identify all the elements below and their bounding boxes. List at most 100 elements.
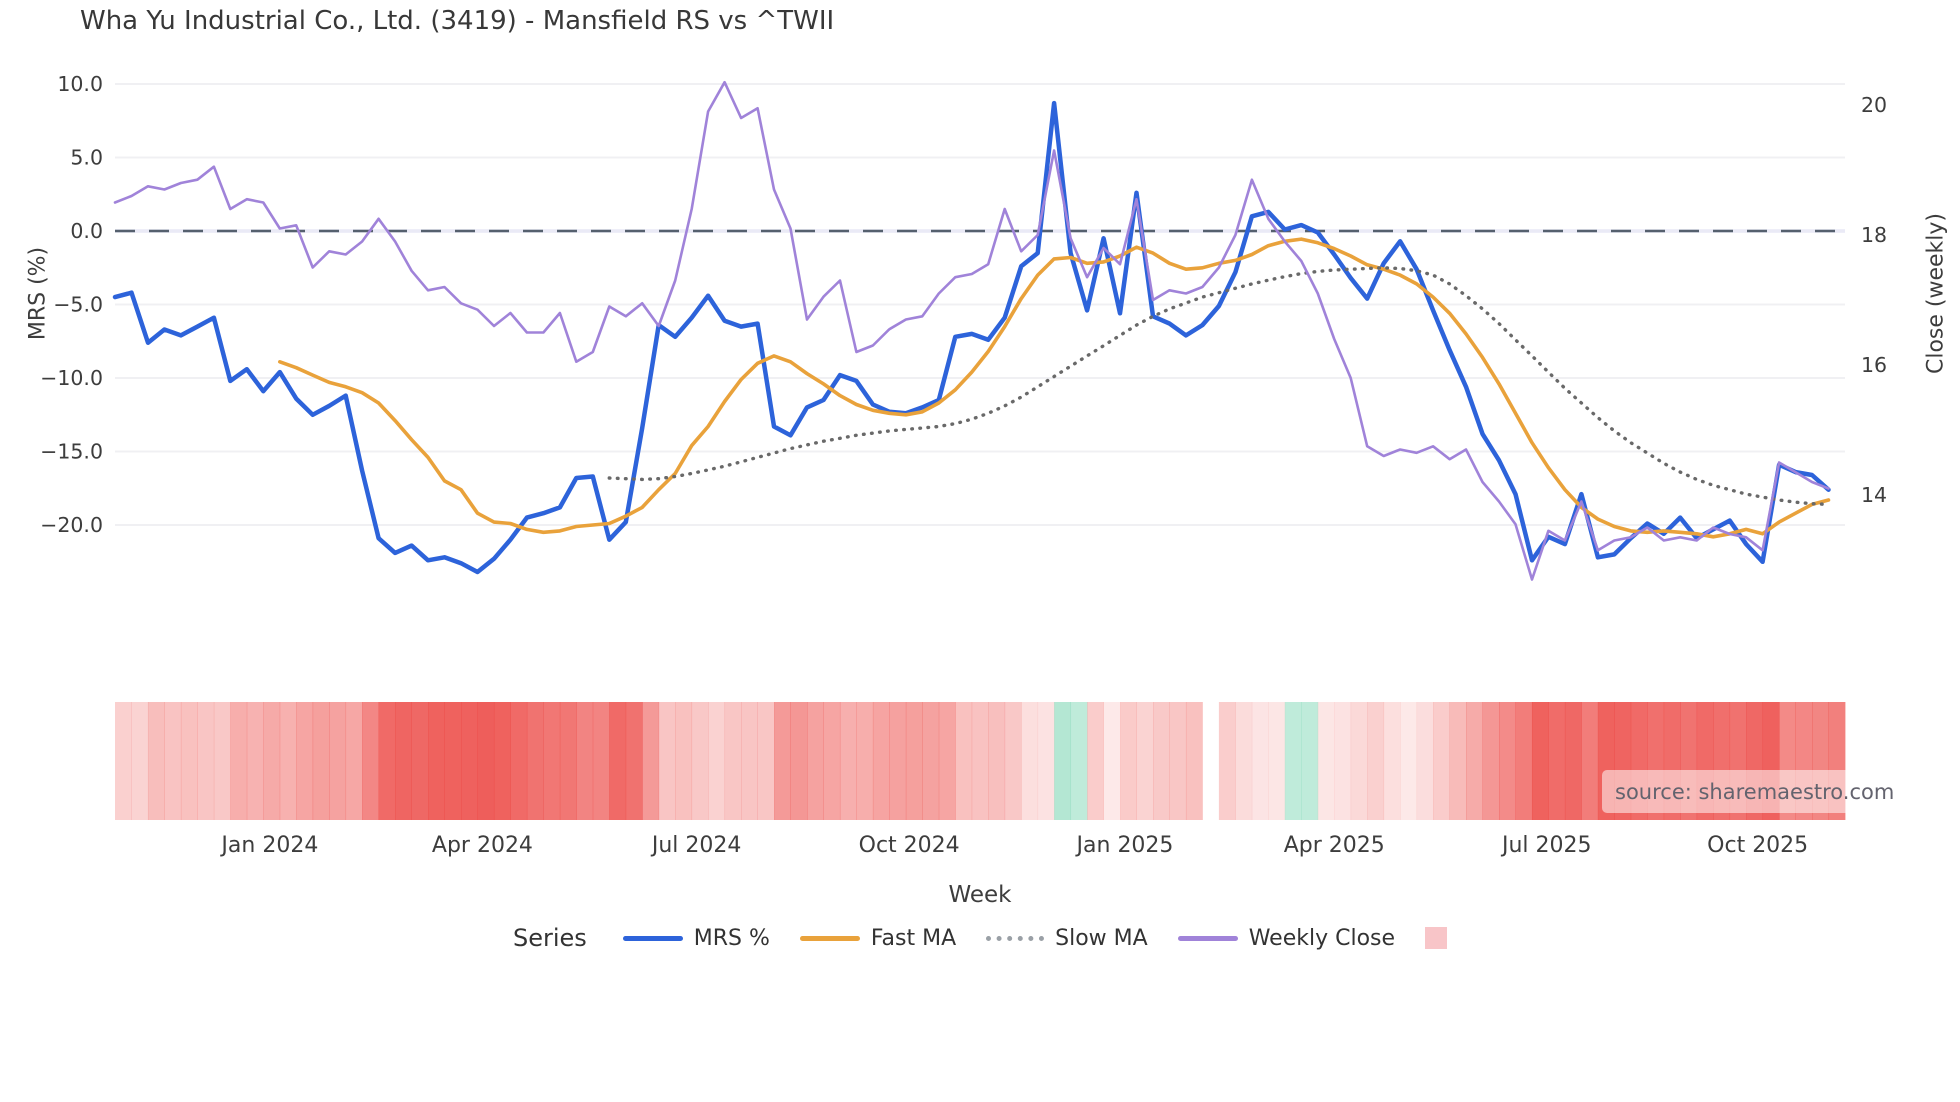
heatmap-cell — [1153, 702, 1170, 820]
heatmap-cell — [856, 702, 874, 820]
heatmap-cell — [1284, 702, 1302, 820]
heatmap-cell — [279, 702, 297, 820]
heatmap-cell — [757, 702, 775, 820]
legend-entry: Fast MA — [799, 925, 957, 951]
heatmap-cell — [312, 702, 330, 820]
legend: Series MRS % Fast MA Slow MA Weekly Close — [0, 924, 1960, 952]
legend-entry: Weekly Close — [1177, 926, 1395, 951]
x-tick-label: Jan 2024 — [219, 833, 318, 858]
legend-swatch — [622, 935, 683, 941]
series-line-fast-ma — [278, 237, 1831, 539]
heatmap-cell — [526, 702, 544, 820]
heatmap-cell — [1334, 702, 1352, 820]
left-tick-label: −15.0 — [40, 440, 103, 464]
right-tick-label: 16 — [1861, 353, 1887, 377]
left-tick-label: −20.0 — [40, 513, 103, 537]
heatmap-cell — [1317, 702, 1335, 820]
heatmap-cell — [807, 702, 824, 820]
heatmap-cell — [922, 702, 940, 820]
x-tick-label: Apr 2025 — [1284, 833, 1385, 858]
heatmap-cell — [675, 702, 693, 820]
heatmap-cell — [1383, 702, 1401, 820]
heatmap-cell — [955, 702, 973, 820]
heatmap-cell — [444, 702, 462, 820]
heatmap-cell — [362, 702, 380, 820]
heatmap-cell — [823, 702, 841, 820]
chart-title: Wha Yu Industrial Co., Ltd. (3419) - Man… — [80, 6, 835, 36]
heatmap-cell — [905, 702, 923, 820]
heatmap-cell — [477, 702, 495, 820]
legend-title: Series — [512, 924, 587, 952]
left-tick-label: 0.0 — [70, 219, 103, 243]
heatmap-legend-swatch — [1425, 927, 1448, 949]
x-tick-label: Jul 2024 — [650, 833, 742, 858]
heatmap-cell — [1087, 702, 1104, 820]
heatmap-cell — [1120, 702, 1137, 820]
heatmap-cell — [872, 702, 890, 820]
legend-entry — [1425, 927, 1448, 949]
legend-swatch — [1177, 935, 1238, 941]
heatmap-cell — [493, 702, 511, 820]
heatmap-cell — [1350, 702, 1368, 820]
heatmap-cell — [1070, 702, 1088, 820]
heatmap-cell — [1515, 702, 1533, 820]
series-line-weekly-close — [113, 80, 1830, 581]
heatmap-cell — [180, 702, 198, 820]
heatmap-cell — [576, 702, 594, 820]
heatmap-cell — [1416, 702, 1434, 820]
heatmap-cell — [592, 702, 610, 820]
heatmap-cell — [197, 702, 215, 820]
legend-swatch — [799, 935, 860, 941]
heatmap-cell — [691, 702, 709, 820]
heatmap-cell — [1301, 702, 1319, 820]
heatmap-cell — [1103, 702, 1121, 820]
heatmap-cell — [1499, 702, 1516, 820]
heatmap-cell — [428, 702, 445, 820]
heatmap-cell — [296, 702, 314, 820]
heatmap-cell — [246, 702, 264, 820]
heatmap-cell — [1169, 702, 1187, 820]
left-tick-label: −5.0 — [53, 293, 103, 317]
heatmap-cell — [642, 702, 660, 820]
legend-entry-label: MRS % — [693, 925, 770, 951]
heatmap-cell — [543, 702, 561, 820]
right-tick-label: 14 — [1861, 483, 1887, 507]
heatmap-cell — [1218, 702, 1236, 820]
heatmap-cell — [1136, 702, 1154, 820]
heatmap-cell — [625, 702, 643, 820]
heatmap-cell — [510, 702, 528, 820]
legend-entry-label: Fast MA — [870, 925, 957, 951]
series-line-mrs- — [112, 100, 1831, 575]
heatmap-cell — [1367, 702, 1385, 820]
x-tick-label: Jan 2025 — [1075, 833, 1174, 858]
heatmap-cell — [461, 702, 478, 820]
heatmap-cell — [790, 702, 808, 820]
x-axis-title: Week — [948, 882, 1012, 908]
heatmap-cell — [131, 702, 149, 820]
heatmap-cell — [658, 702, 676, 820]
x-tick-label: Apr 2024 — [432, 833, 533, 858]
left-tick-label: −10.0 — [40, 366, 103, 390]
x-tick-label: Oct 2025 — [1707, 833, 1808, 858]
right-tick-label: 18 — [1861, 223, 1887, 247]
heatmap-cell — [1548, 702, 1566, 820]
heatmap-cell — [395, 702, 412, 820]
heatmap-cell — [971, 702, 989, 820]
heatmap-cell — [1037, 702, 1055, 820]
left-tick-label: 5.0 — [70, 146, 103, 170]
heatmap-cell — [378, 702, 396, 820]
heatmap-cell — [329, 702, 347, 820]
heatmap-cell — [1531, 702, 1549, 820]
series-line-slow-ma — [607, 266, 1831, 507]
heatmap-cell — [345, 702, 363, 820]
heatmap-cell — [889, 702, 907, 820]
heatmap-cell — [1482, 702, 1500, 820]
heatmap-cell — [147, 702, 165, 820]
heatmap-cell — [559, 702, 577, 820]
heatmap-cell — [774, 702, 791, 820]
legend-entry-label: Slow MA — [1055, 925, 1148, 951]
heatmap-cell — [1054, 702, 1072, 820]
heatmap-cell — [164, 702, 182, 820]
heatmap-cell — [115, 702, 132, 820]
